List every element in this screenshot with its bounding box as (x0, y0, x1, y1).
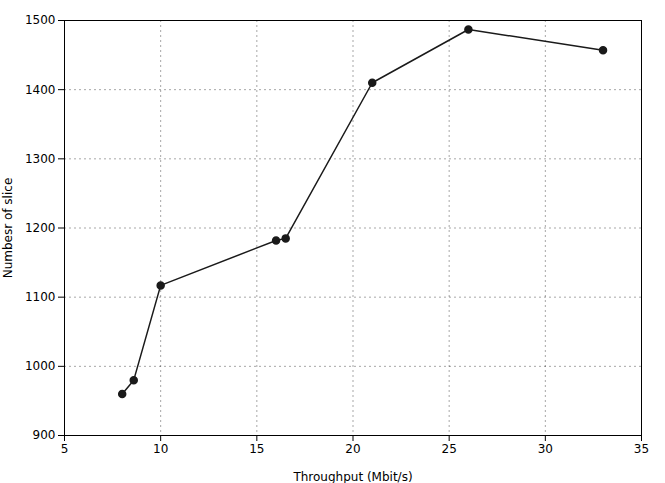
svg-text:Numbesr of slice: Numbesr of slice (1, 178, 15, 279)
svg-text:1000: 1000 (25, 359, 56, 373)
svg-text:15: 15 (249, 442, 264, 456)
svg-text:20: 20 (345, 442, 360, 456)
svg-text:30: 30 (538, 442, 553, 456)
svg-text:1500: 1500 (25, 13, 56, 27)
svg-text:900: 900 (33, 428, 56, 442)
svg-text:5: 5 (61, 442, 69, 456)
svg-text:1100: 1100 (25, 290, 56, 304)
svg-text:1200: 1200 (25, 221, 56, 235)
svg-text:10: 10 (153, 442, 168, 456)
svg-text:25: 25 (442, 442, 457, 456)
svg-text:1300: 1300 (25, 152, 56, 166)
svg-text:1400: 1400 (25, 83, 56, 97)
svg-text:Throughput (Mbit/s): Throughput (Mbit/s) (292, 470, 412, 483)
svg-text:35: 35 (634, 442, 649, 456)
